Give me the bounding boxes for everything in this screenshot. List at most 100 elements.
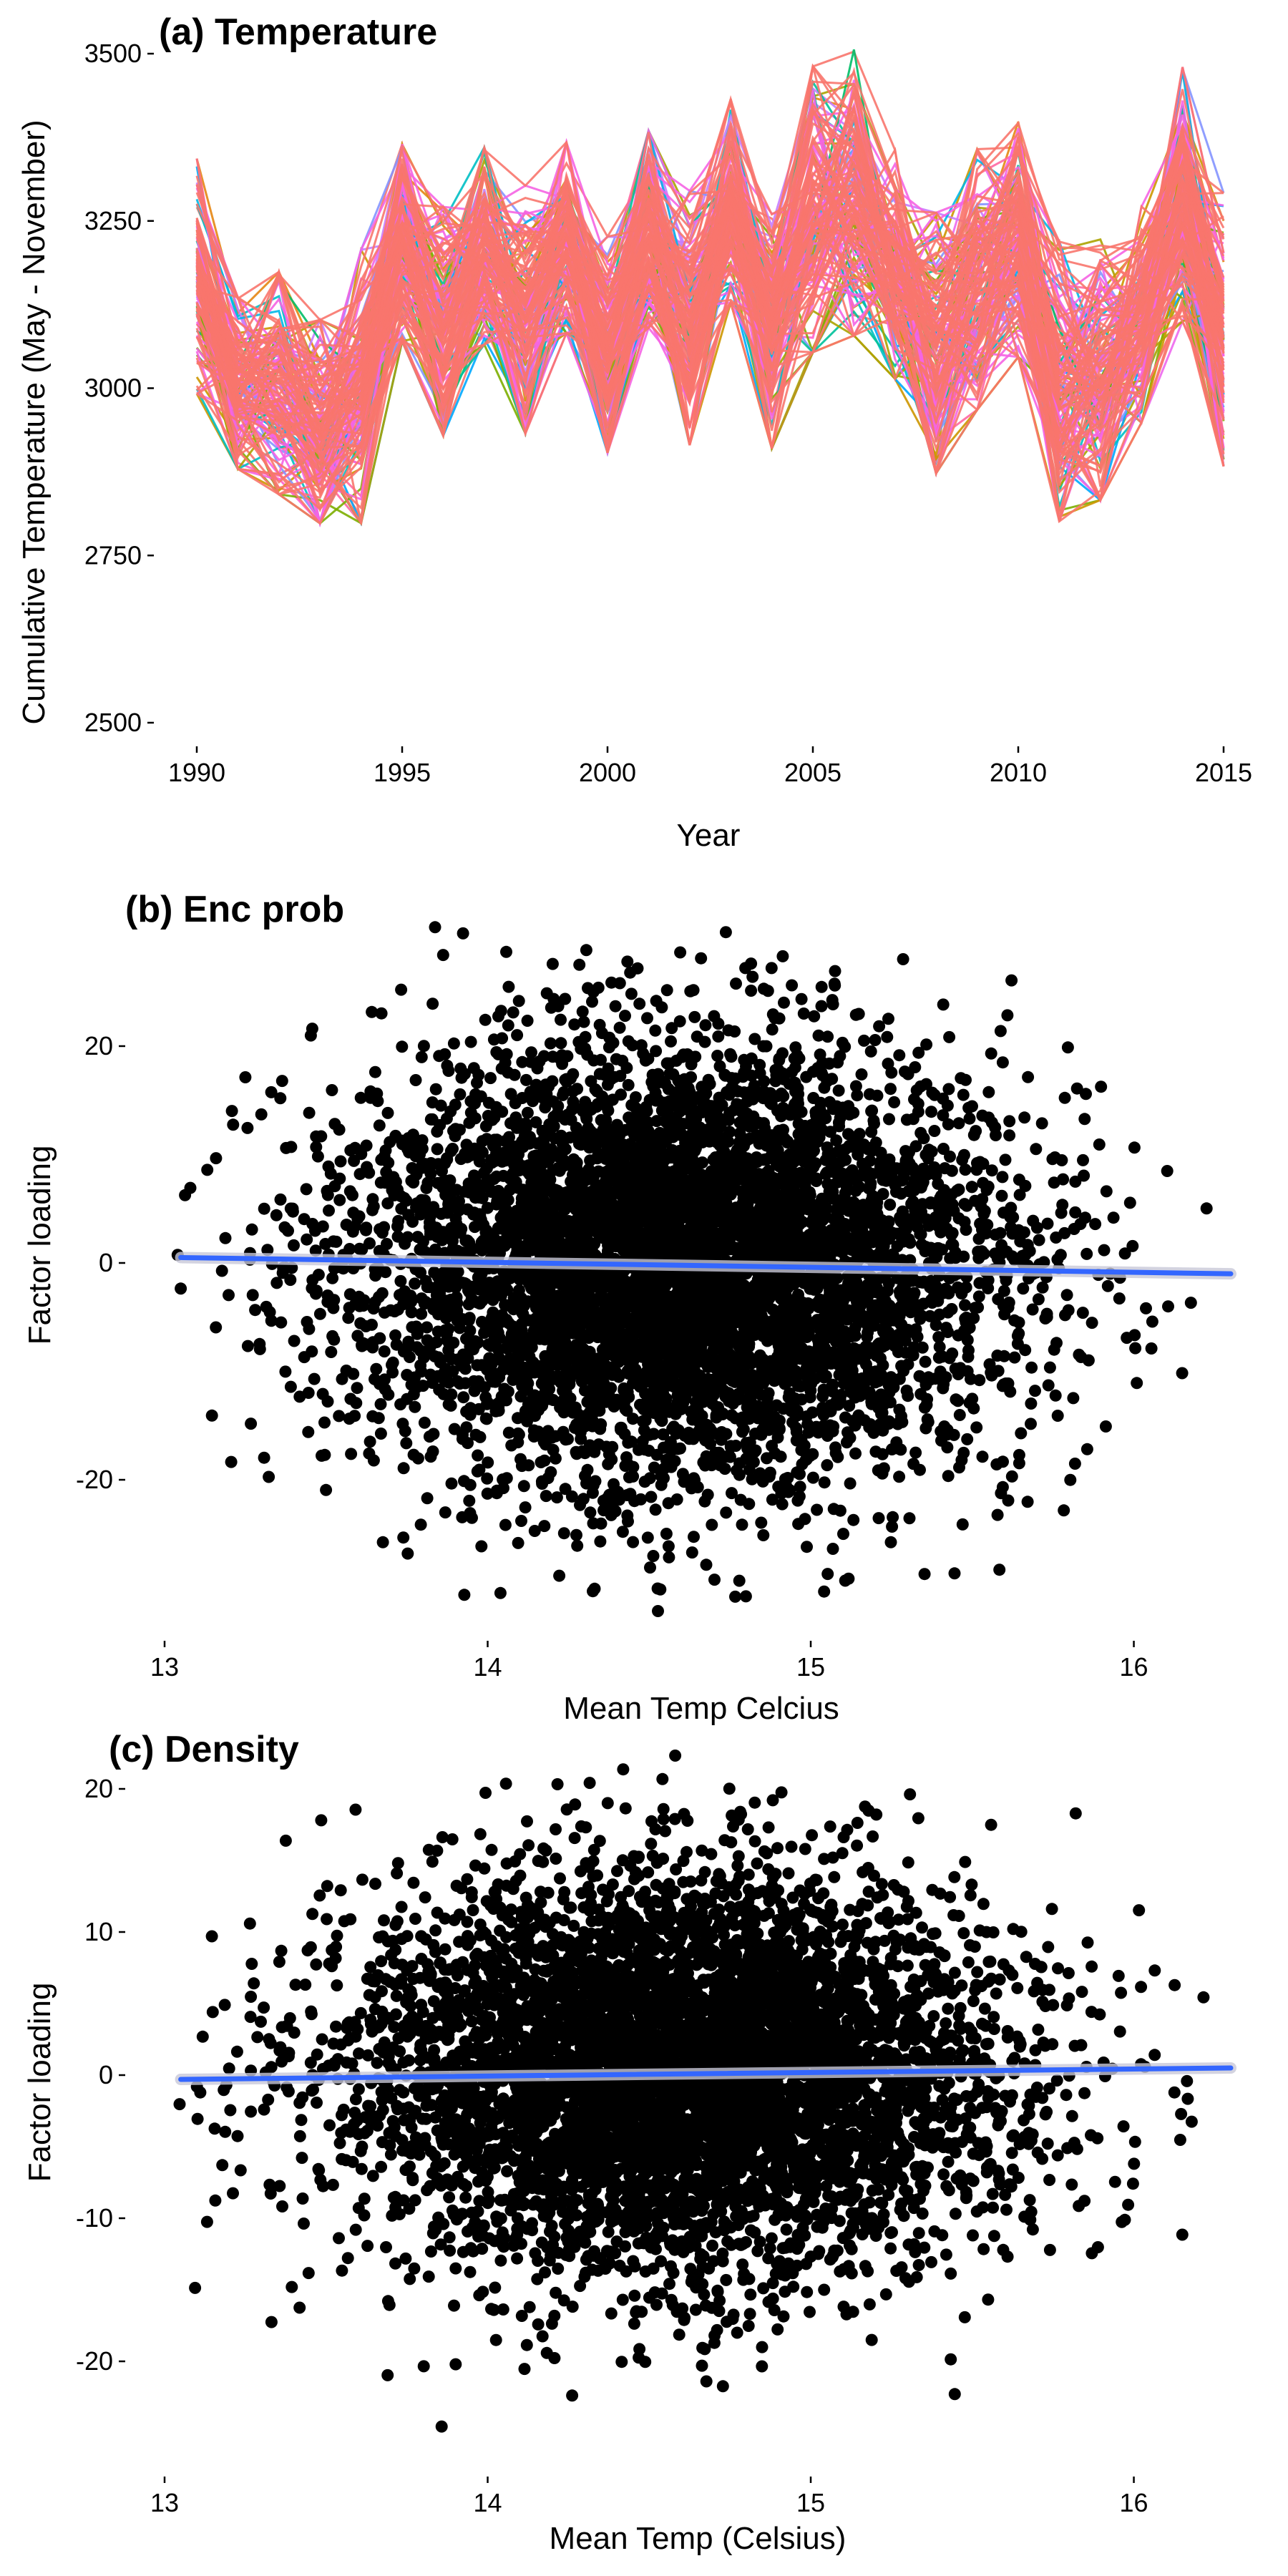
scatter-point [914,1126,927,1139]
scatter-point [241,1121,254,1134]
scatter-point [736,1518,748,1531]
scatter-point [708,1574,721,1586]
scatter-point [651,1076,664,1089]
scatter-point [429,1083,442,1096]
temperature-series-line [195,50,1225,434]
scatter-point [494,1586,507,1599]
scatter-point [1026,1303,1039,1316]
scatter-point [568,1421,581,1434]
scatter-point [621,1509,634,1522]
scatter-point [639,1387,652,1400]
temperature-series-lines [195,49,1225,527]
scatter-point [517,1192,530,1205]
scatter-point [463,1494,476,1507]
scatter-point [711,1428,723,1440]
scatter-point [1027,1214,1040,1227]
scatter-point [284,1380,297,1393]
scatter-point [860,1170,873,1183]
scatter-point [333,1123,346,1136]
scatter-point [886,1521,899,1533]
scatter-point [565,1113,577,1126]
scatter-point [179,1189,192,1201]
scatter-point [326,1272,339,1284]
scatter-point [627,1536,640,1548]
scatter-point [491,1323,504,1336]
scatter-point [373,1119,386,1132]
scatter-point [502,1317,515,1330]
y-tick-label: 3000 [84,374,142,403]
scatter-point [340,1365,353,1377]
scatter-point [720,1506,733,1519]
scatter-point [928,1125,941,1137]
scatter-point [1041,1217,1054,1230]
scatter-point [279,1365,292,1378]
scatter-point [555,1013,567,1026]
scatter-point [920,1398,933,1411]
scatter-point [1089,1218,1102,1231]
scatter-point [1018,1111,1031,1124]
scatter-point [512,1536,525,1549]
panel-a-title: (a) Temperature [159,11,437,53]
scatter-point [957,1088,970,1101]
scatter-point [260,1300,273,1313]
scatter-point [370,1362,383,1375]
scatter-point [762,1387,775,1400]
scatter-point [397,1462,410,1475]
scatter-point [655,1001,668,1014]
scatter-point [862,1326,874,1339]
scatter-point [791,1494,804,1507]
scatter-point [657,1428,670,1441]
scatter-point [535,1456,547,1468]
scatter-point [974,1156,986,1169]
scatter-point [863,1088,876,1101]
scatter-point [942,1470,955,1483]
scatter-point [839,1230,852,1243]
scatter-point [1013,1316,1025,1329]
scatter-point [354,1317,367,1330]
scatter-point [557,1527,570,1540]
scatter-point [665,1035,677,1048]
scatter-point [407,1448,420,1461]
scatter-point [270,1277,283,1289]
scatter-point [255,1108,268,1121]
scatter-point [811,1503,824,1516]
scatter-point [662,1497,675,1510]
scatter-point [920,1038,933,1051]
scatter-point [633,997,646,1010]
scatter-point [457,1391,470,1404]
scatter-point [464,1035,477,1048]
scatter-point [893,1470,906,1483]
scatter-point [712,1018,725,1030]
scatter-point [426,997,439,1010]
scatter-point [479,1013,492,1026]
scatter-point [391,1303,404,1316]
scatter-point [302,1425,315,1438]
scatter-point [1107,1211,1120,1224]
scatter-point [818,1585,831,1598]
scatter-point [914,1228,927,1241]
scatter-point [579,1420,591,1433]
scatter-point [639,1414,652,1427]
scatter-point [515,1515,527,1527]
scatter-point [1003,1115,1016,1128]
scatter-point [1128,1141,1141,1154]
scatter-point [482,1456,494,1469]
scatter-point [821,1459,834,1472]
scatter-point [1093,1138,1106,1151]
scatter-point [521,1106,534,1119]
scatter-point [367,1454,380,1467]
scatter-point [712,1030,725,1043]
scatter-point [794,1480,806,1493]
scatter-point [674,946,687,959]
scatter-point [1080,1443,1093,1455]
scatter-point [282,1224,294,1237]
scatter-point [439,1048,452,1060]
scatter-point [439,1506,452,1519]
scatter-point [293,1390,306,1403]
x-tick-label: 2005 [784,758,841,787]
scatter-point [616,1526,629,1538]
scatter-point [1058,1091,1071,1104]
scatter-point [1025,1397,1038,1410]
scatter-point [938,1162,951,1175]
scatter-point [521,1405,534,1418]
